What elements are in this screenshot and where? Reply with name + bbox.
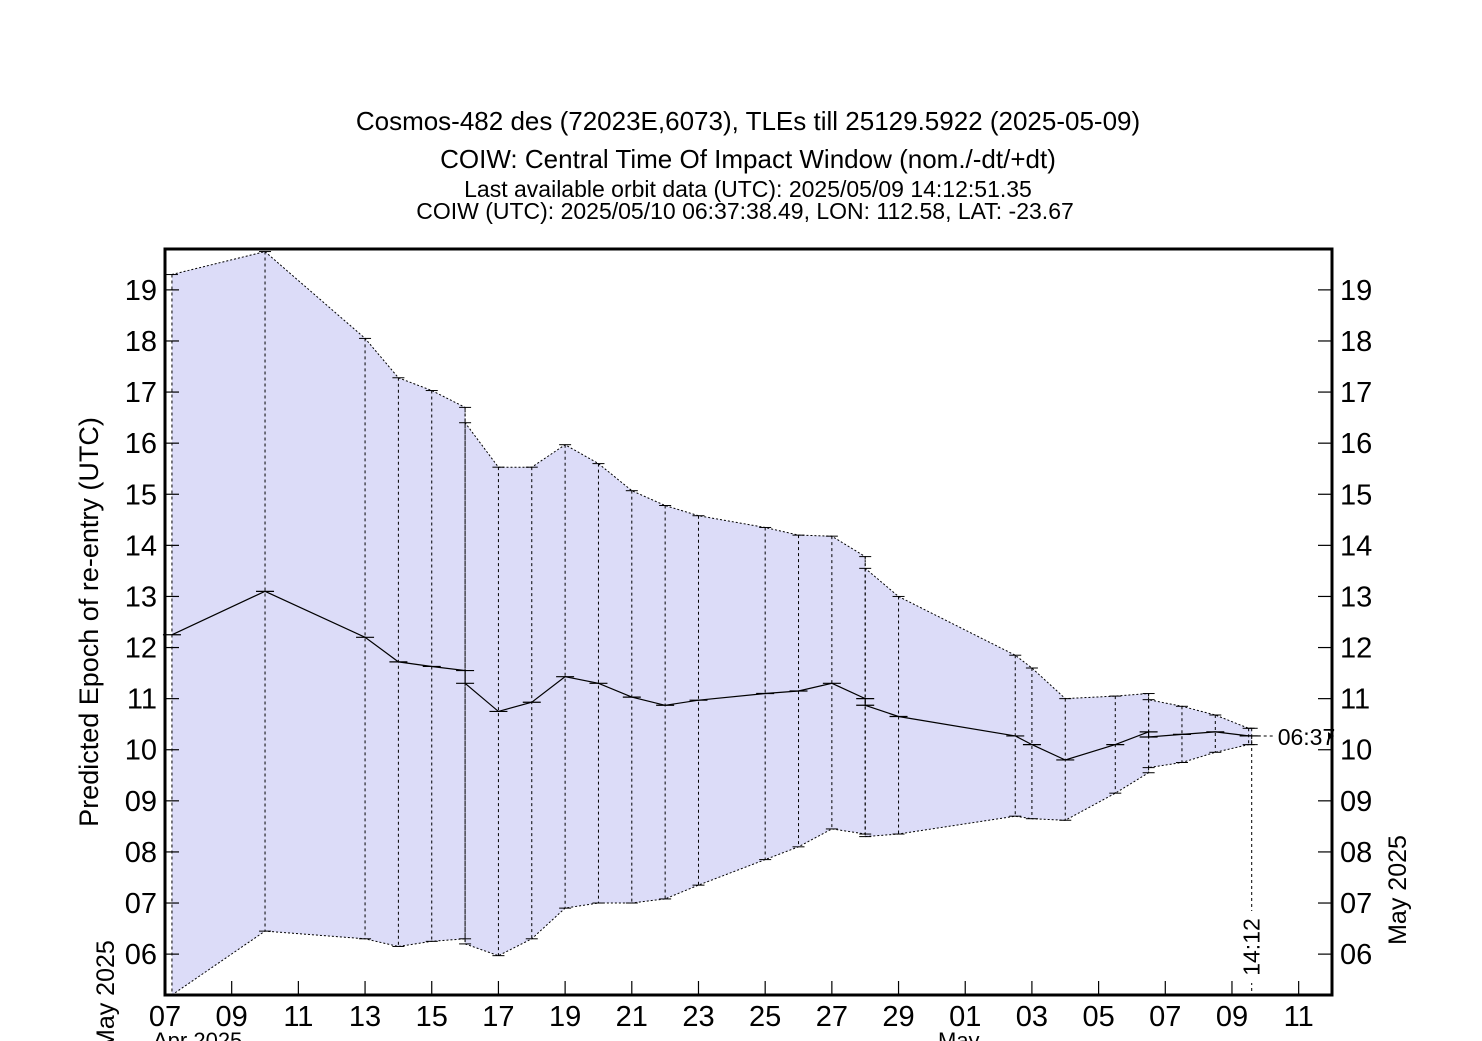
x-tick-label: 01	[949, 1001, 981, 1033]
y-tick-label-right: 06	[1340, 939, 1372, 971]
coiw-label: 06:37	[1278, 724, 1336, 750]
y-tick-label-left: 12	[125, 633, 157, 665]
x-tick-label: 07	[1149, 1001, 1181, 1033]
x-tick-label: 11	[1284, 1001, 1314, 1033]
y-tick-label-right: 17	[1340, 377, 1372, 409]
x-tick-label: 29	[882, 1001, 914, 1033]
y-tick-label-left: 19	[125, 275, 157, 307]
x-month-label-apr: Apr 2025	[153, 1028, 242, 1041]
y-tick-label-left: 16	[125, 428, 157, 460]
y-tick-label-right: 09	[1340, 786, 1372, 818]
y-tick-label-left: 18	[125, 326, 157, 358]
x-tick-label: 21	[616, 1001, 648, 1033]
x-tick-label: 07	[149, 1001, 181, 1033]
y-tick-label-left: 13	[125, 581, 157, 613]
chart-title: Cosmos-482 des (72023E,6073), TLEs till …	[356, 106, 1140, 136]
last-orbit-data-info: Last available orbit data (UTC): 2025/05…	[464, 176, 1032, 202]
right-axis-label: May 2025	[1384, 835, 1412, 945]
y-tick-label-left: 11	[127, 684, 157, 716]
y-tick-label-right: 18	[1340, 326, 1372, 358]
x-tick-label: 09	[216, 1001, 248, 1033]
y-tick-label-left: 08	[125, 837, 157, 869]
plot-area: 06:37 14:12	[162, 251, 1344, 996]
y-tick-label-right: 11	[1340, 684, 1370, 716]
x-tick-label: 13	[349, 1001, 381, 1033]
x-tick-label: 27	[816, 1001, 848, 1033]
y-tick-label-left: 06	[125, 939, 157, 971]
chart-subtitle: COIW: Central Time Of Impact Window (nom…	[440, 144, 1056, 174]
x-tick-label: 15	[416, 1001, 448, 1033]
x-tick-label: 11	[283, 1001, 313, 1033]
x-month-label-may: May	[938, 1028, 980, 1041]
y-tick-label-right: 10	[1340, 735, 1372, 767]
y-tick-label-right: 07	[1340, 888, 1372, 920]
x-tick-label: 03	[1016, 1001, 1048, 1033]
x-tick-label: 19	[549, 1001, 581, 1033]
corner-month-label: May 2025	[92, 940, 120, 1041]
y-tick-label-left: 15	[125, 479, 157, 511]
y-tick-label-right: 16	[1340, 428, 1372, 460]
y-tick-label-left: 17	[125, 377, 157, 409]
y-tick-label-left: 10	[125, 735, 157, 767]
uncertainty-envelope	[171, 251, 1252, 996]
y-tick-label-left: 09	[125, 786, 157, 818]
y-tick-label-right: 14	[1340, 530, 1372, 562]
y-tick-label-left: 14	[125, 530, 157, 562]
last-data-label-bg	[1237, 911, 1266, 983]
y-tick-label-right: 08	[1340, 837, 1372, 869]
plot-frame	[163, 247, 1334, 997]
nominal-line	[171, 590, 1252, 761]
axes: 06 06 07 07 08 08 09 09 10 10 11 11 12 12 13 13 14 14 15 15…	[125, 275, 1373, 1033]
x-tick-label: 23	[682, 1001, 714, 1033]
last-data-label: 14:12	[1239, 918, 1265, 976]
y-tick-label-right: 15	[1340, 479, 1372, 511]
coiw-info: COIW (UTC): 2025/05/10 06:37:38.49, LON:…	[416, 198, 1074, 224]
y-tick-label-left: 07	[125, 888, 157, 920]
y-tick-label-right: 12	[1340, 633, 1372, 665]
y-axis-label: Predicted Epoch of re-entry (UTC)	[74, 417, 104, 827]
y-tick-label-right: 19	[1340, 275, 1372, 307]
x-tick-label: 09	[1216, 1001, 1248, 1033]
x-tick-label: 25	[749, 1001, 781, 1033]
y-tick-label-right: 13	[1340, 581, 1372, 613]
x-tick-label: 05	[1082, 1001, 1114, 1033]
x-tick-label: 17	[482, 1001, 514, 1033]
